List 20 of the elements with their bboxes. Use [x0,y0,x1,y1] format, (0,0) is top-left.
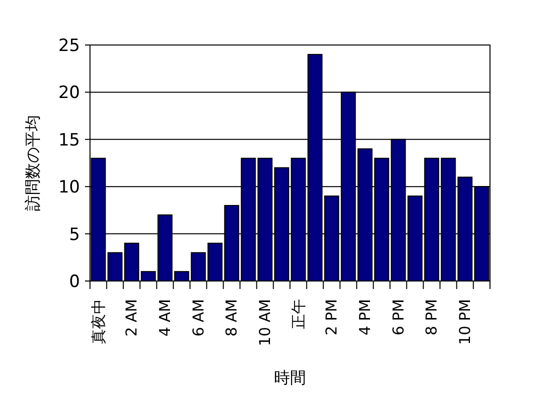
x-tick-label: 10 AM [256,299,274,346]
x-tick-label: 6 AM [189,299,208,337]
y-tick-label: 0 [69,272,80,292]
x-tick-label: 4 PM [356,299,374,336]
y-tick-label: 20 [58,83,80,104]
y-tick-label: 5 [69,224,80,245]
x-tick-label: 10 PM [456,299,474,345]
y-axis-title: 訪問数の平均 [23,115,42,211]
x-tick-label: 真夜中 [89,299,108,344]
y-tick-label: 10 [58,178,80,198]
y-tick-label: 15 [58,130,80,150]
x-tick-label: 8 PM [422,299,441,336]
y-tick-label: 25 [58,36,80,56]
x-tick-label: 2 AM [122,299,141,337]
x-tick-label: 6 PM [389,299,408,336]
x-tick-label: 2 PM [322,299,341,336]
x-tick-label: 4 AM [156,299,174,337]
x-axis-title: 時間 [274,368,306,387]
x-tick-label: 8 AM [222,299,241,337]
x-tick-label: 正午 [289,299,308,329]
